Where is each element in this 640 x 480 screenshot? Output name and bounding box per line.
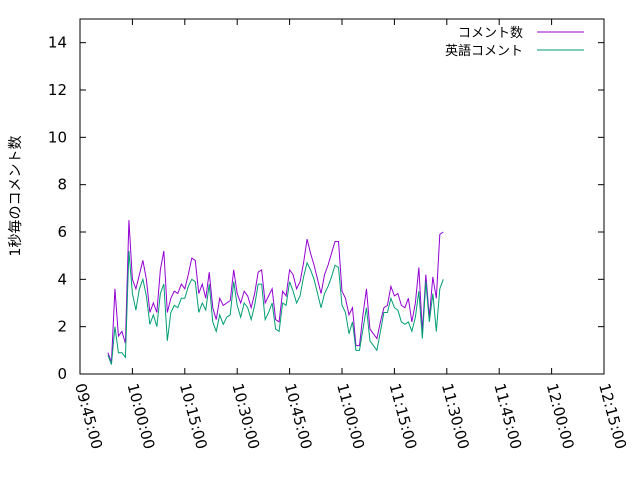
x-tick-label: 10:30:00	[228, 381, 263, 451]
x-tick-label: 10:15:00	[176, 381, 211, 451]
y-tick-label: 10	[48, 128, 67, 146]
x-tick-label: 11:30:00	[438, 381, 473, 451]
x-tick-label: 10:45:00	[281, 381, 316, 451]
legend-label-1: コメント数	[458, 26, 523, 41]
series-layer	[107, 220, 444, 365]
series-line-1	[107, 220, 444, 363]
y-tick-label: 12	[48, 81, 67, 99]
y-axis-title: 1秒毎のコメント数	[8, 136, 24, 257]
x-tick-label: 12:15:00	[595, 381, 630, 451]
y-tick-label: 2	[57, 318, 67, 336]
series-line-2	[107, 250, 444, 365]
y-tick-label: 0	[57, 365, 67, 383]
y-axis: 0 2 4 6 8 10 12 14	[48, 34, 604, 383]
x-tick-label: 11:45:00	[490, 381, 525, 451]
x-tick-label: 11:00:00	[333, 381, 368, 451]
plot-frame	[79, 18, 605, 375]
y-tick-label: 8	[57, 176, 67, 194]
x-axis: 09:45:00 10:00:00 10:15:00 10:30:00 10:45:00…	[71, 19, 630, 451]
legend-label-2: 英語コメント	[445, 43, 523, 59]
x-tick-label: 09:45:00	[71, 381, 106, 451]
y-tick-label: 6	[57, 223, 67, 241]
x-tick-label: 10:00:00	[124, 381, 159, 451]
y-tick-label: 14	[48, 34, 67, 52]
y-tick-label: 4	[57, 270, 67, 288]
x-tick-label: 11:15:00	[386, 381, 421, 451]
x-tick-label: 12:00:00	[543, 381, 578, 451]
